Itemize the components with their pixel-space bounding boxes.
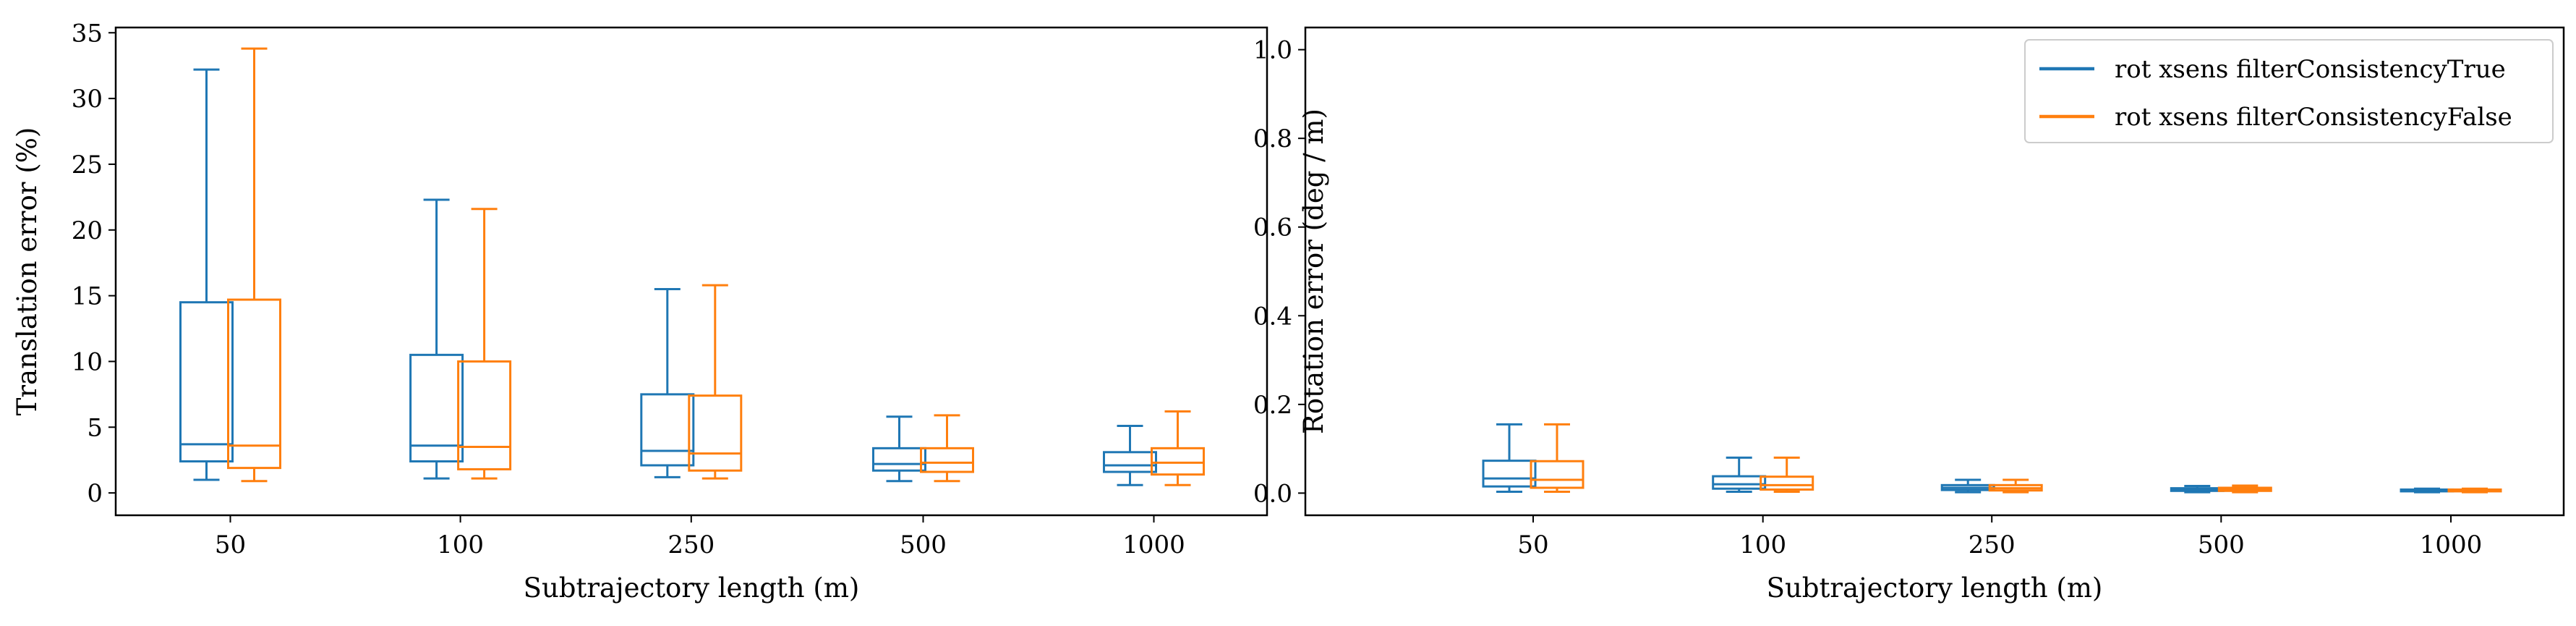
box-iqr [1151, 447, 1205, 476]
box-0-s1-c4 [1151, 410, 1205, 486]
box-iqr [179, 301, 234, 463]
box-0-s1-c3 [920, 414, 974, 483]
box-0-s0-c1 [409, 198, 464, 480]
box-1-s1-c4 [2447, 487, 2502, 494]
box-1-s0-c3 [2170, 485, 2225, 494]
box-1-s1-c1 [1760, 456, 1814, 494]
box-0-s0-c3 [872, 415, 926, 483]
xtick-label: 500 [2198, 530, 2245, 559]
xtick-label: 250 [1969, 530, 2016, 559]
box-0-s0-c0 [179, 68, 234, 481]
box-iqr [227, 298, 281, 470]
ytick-label: 35 [72, 19, 103, 48]
legend-box [2024, 39, 2554, 143]
ytick-label: 0.8 [1253, 124, 1292, 153]
box-iqr [409, 353, 464, 463]
axes-frame [114, 26, 1268, 517]
box-iqr [1482, 460, 1537, 488]
ytick-label: 1.0 [1253, 36, 1292, 65]
box-iqr [920, 447, 974, 473]
box-iqr [457, 360, 512, 470]
box-1-s0-c2 [1940, 478, 1995, 494]
xtick-label: 100 [1739, 530, 1786, 559]
axes-frame [1304, 26, 2565, 517]
legend-entry: rot xsens filterConsistencyFalse [2115, 103, 2512, 132]
box-iqr [872, 447, 926, 472]
xtick-label: 1000 [1122, 530, 1185, 559]
ytick-label: 0.4 [1253, 302, 1292, 331]
legend-entry: rot xsens filterConsistencyTrue [2115, 55, 2506, 84]
xtick-label: 500 [900, 530, 947, 559]
xtick-label: 100 [437, 530, 484, 559]
xtick-label: 50 [1517, 530, 1548, 559]
box-iqr [1530, 460, 1585, 489]
ytick-label: 25 [72, 151, 103, 179]
y-axis-label: Translation error (%) [12, 127, 43, 416]
box-0-s0-c2 [640, 288, 695, 478]
box-0-s0-c4 [1103, 424, 1157, 486]
box-1-s0-c4 [2400, 487, 2455, 494]
box-iqr [640, 393, 695, 467]
ytick-label: 10 [72, 347, 103, 376]
box-1-s1-c2 [1988, 478, 2043, 494]
ytick-label: 5 [87, 413, 103, 442]
ytick-label: 0.2 [1253, 391, 1292, 420]
ytick-label: 20 [72, 216, 103, 245]
box-0-s1-c1 [457, 208, 512, 480]
box-1-s0-c0 [1482, 423, 1537, 494]
box-1-s1-c0 [1530, 423, 1585, 494]
xtick-label: 50 [215, 530, 246, 559]
translation-error-panel: 0 5 10 15 20 25 30 35 50 100 250 500 1000 Subtrajecto… [12, 19, 1268, 604]
ytick-label: 0.6 [1253, 213, 1292, 242]
box-0-s1-c0 [227, 47, 281, 483]
ytick-label: 15 [72, 282, 103, 311]
rotation-error-panel: 0.0 0.2 0.4 0.6 0.8 1.0 50 100 250 500 1000 Subtraj… [1253, 26, 2565, 604]
xtick-label: 250 [668, 530, 715, 559]
box-iqr [1712, 475, 1767, 490]
box-iqr [1760, 475, 1814, 491]
ytick-label: 0.0 [1253, 479, 1292, 508]
box-iqr [688, 394, 743, 472]
x-axis-label: Subtrajectory length (m) [1767, 572, 2103, 604]
box-iqr [1103, 451, 1157, 473]
ytick-label: 0 [87, 479, 103, 508]
ytick-label: 30 [72, 85, 103, 114]
xtick-label: 1000 [2420, 530, 2483, 559]
x-axis-label: Subtrajectory length (m) [524, 572, 860, 604]
y-axis-label: Rotation error (deg / m) [1298, 109, 1329, 434]
legend: rot xsens filterConsistencyTrue rot xsens… [2024, 39, 2554, 143]
box-1-s1-c3 [2217, 484, 2272, 494]
box-0-s1-c2 [688, 284, 743, 480]
box-1-s0-c1 [1712, 456, 1767, 494]
